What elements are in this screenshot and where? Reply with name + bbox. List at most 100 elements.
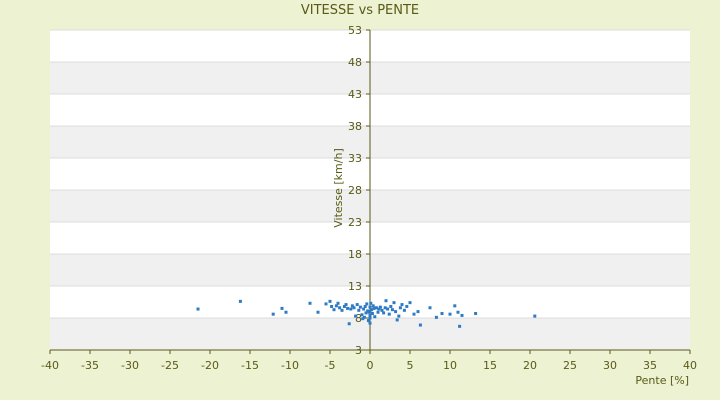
data-point (376, 310, 380, 314)
x-tick-label: 20 (523, 359, 537, 372)
data-point (386, 307, 390, 311)
data-point (428, 306, 432, 310)
x-tick-label: -15 (241, 359, 259, 372)
data-point (412, 312, 416, 316)
x-tick-label: -10 (281, 359, 299, 372)
data-point (360, 313, 364, 317)
y-tick-label: 38 (348, 120, 362, 133)
data-point (361, 317, 365, 321)
data-point (332, 308, 336, 312)
data-point (338, 306, 342, 310)
data-point (368, 316, 372, 320)
data-point (271, 312, 275, 316)
data-point (440, 312, 444, 316)
data-point (387, 312, 391, 316)
data-point (366, 309, 370, 313)
y-tick-label: 43 (348, 88, 362, 101)
data-point (377, 307, 381, 311)
data-point (402, 308, 406, 312)
data-point (372, 306, 376, 310)
data-point (448, 312, 452, 316)
data-point (395, 318, 399, 322)
x-tick-label: -5 (325, 359, 336, 372)
data-point (394, 310, 398, 314)
y-tick-label: 48 (348, 56, 362, 69)
data-point (390, 308, 394, 312)
data-point (284, 310, 288, 314)
y-tick-label: 28 (348, 184, 362, 197)
y-tick-label: 53 (348, 24, 362, 37)
data-point (389, 304, 393, 308)
data-point (362, 307, 366, 311)
data-point (363, 304, 367, 308)
y-tick-label: 13 (348, 280, 362, 293)
data-point (397, 314, 401, 318)
data-point (347, 322, 351, 326)
data-point (383, 306, 387, 310)
y-axis-label: Vitesse [km/h] (332, 148, 345, 228)
x-tick-label: -40 (41, 359, 59, 372)
data-point (380, 308, 384, 312)
x-tick-label: 30 (603, 359, 617, 372)
data-point (352, 306, 356, 310)
data-point (340, 308, 344, 312)
data-point (400, 303, 404, 307)
data-point (416, 310, 420, 314)
data-point (308, 301, 312, 305)
data-point (378, 305, 382, 309)
data-point (434, 315, 438, 319)
data-point (350, 304, 354, 308)
data-point (370, 308, 374, 312)
data-point (371, 304, 375, 308)
data-point (355, 303, 359, 307)
y-tick-label: 18 (348, 248, 362, 261)
data-point (196, 307, 200, 311)
x-tick-label: 0 (367, 359, 374, 372)
data-point (370, 312, 374, 316)
data-point (328, 299, 332, 303)
data-point (362, 315, 366, 319)
data-point (368, 310, 372, 314)
data-point (365, 302, 369, 306)
x-tick-label: 5 (407, 359, 414, 372)
y-tick-label: 33 (348, 152, 362, 165)
data-point (330, 304, 334, 308)
x-tick-label: -20 (201, 359, 219, 372)
data-point (342, 304, 346, 308)
y-tick-label: 3 (355, 344, 362, 357)
data-point (358, 305, 362, 309)
data-point (405, 304, 409, 308)
x-tick-labels: -40 -35 -30 -25 -20 -15 -10 -5 0 5 10 15 20 25 30 35 40 (41, 350, 697, 372)
data-point (474, 312, 478, 316)
data-point (349, 307, 353, 311)
data-point (453, 304, 457, 308)
x-tick-label: 15 (483, 359, 497, 372)
data-points (196, 299, 537, 328)
data-point (238, 299, 242, 303)
data-point (373, 315, 377, 319)
y-tick-label: 23 (348, 216, 362, 229)
data-point (364, 311, 368, 315)
x-axis-label: Pente [%] (635, 374, 689, 387)
x-tick-label: 35 (643, 359, 657, 372)
data-point (354, 314, 358, 318)
x-tick-label: 40 (683, 359, 697, 372)
data-point (316, 310, 320, 314)
data-point (533, 314, 537, 318)
x-tick-label: -25 (161, 359, 179, 372)
x-tick-label: -35 (81, 359, 99, 372)
data-point (344, 303, 348, 307)
data-point (368, 313, 372, 317)
data-point (418, 323, 422, 327)
data-point (408, 301, 412, 305)
data-point (334, 304, 338, 308)
data-point (280, 306, 284, 310)
data-point (384, 299, 388, 303)
x-tick-label: 25 (563, 359, 577, 372)
data-point (398, 306, 402, 310)
data-point (374, 306, 378, 310)
data-point (369, 301, 373, 305)
